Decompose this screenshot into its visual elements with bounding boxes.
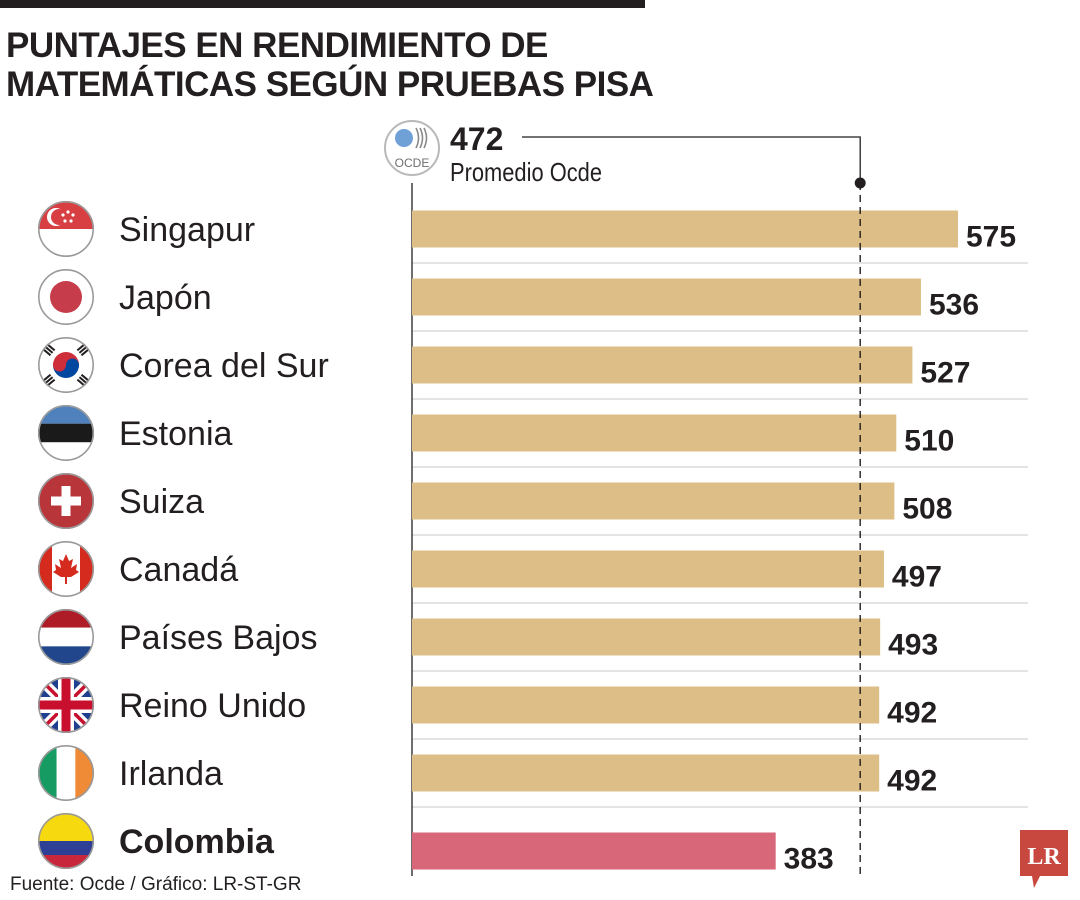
bar bbox=[412, 686, 880, 724]
value-label: 493 bbox=[888, 629, 938, 662]
country-label: Colombia bbox=[119, 823, 275, 861]
flag-border bbox=[37, 540, 95, 597]
bar bbox=[412, 414, 897, 452]
country-label: Países Bajos bbox=[119, 619, 317, 657]
country-label: Irlanda bbox=[119, 755, 223, 793]
value-label: 497 bbox=[892, 561, 942, 594]
value-label: 510 bbox=[904, 425, 954, 458]
flag-border bbox=[37, 404, 95, 461]
value-label: 492 bbox=[887, 697, 937, 730]
reference-leader-line bbox=[522, 136, 861, 178]
bar bbox=[412, 482, 895, 520]
country-label: Japón bbox=[119, 279, 212, 317]
bar bbox=[412, 618, 881, 656]
country-label: Canadá bbox=[119, 551, 238, 589]
bar bbox=[412, 550, 884, 588]
ireland-flag-icon bbox=[37, 744, 95, 801]
bar bbox=[412, 754, 880, 792]
flag-border bbox=[37, 744, 95, 801]
flag-border bbox=[37, 268, 95, 325]
chart-title-line-2: MATEMÁTICAS SEGÚN PRUEBAS PISA bbox=[6, 65, 654, 104]
flag-border bbox=[37, 608, 95, 665]
japan-flag-icon bbox=[37, 268, 95, 325]
colombia-flag-icon bbox=[37, 812, 95, 869]
canada-flag-icon bbox=[37, 540, 95, 597]
country-label: Corea del Sur bbox=[119, 347, 329, 385]
south-korea-flag-icon bbox=[37, 336, 95, 393]
value-label: 508 bbox=[902, 493, 952, 526]
value-label: 536 bbox=[929, 289, 979, 322]
united-kingdom-flag-icon bbox=[37, 676, 95, 733]
value-label: 527 bbox=[920, 357, 970, 390]
lr-logo-icon: LR bbox=[1020, 830, 1068, 888]
flag-border bbox=[37, 676, 95, 733]
flag-border bbox=[37, 336, 95, 393]
value-label: 575 bbox=[966, 221, 1016, 254]
reference-label: Promedio Ocde bbox=[450, 157, 602, 187]
singapore-flag-icon bbox=[37, 201, 95, 258]
country-label: Suiza bbox=[119, 483, 204, 521]
highlight-bar bbox=[412, 832, 776, 870]
netherlands-flag-icon bbox=[37, 608, 95, 665]
top-rule bbox=[0, 0, 645, 8]
flag-border bbox=[37, 201, 95, 258]
bar bbox=[412, 346, 913, 384]
switzerland-flag-icon bbox=[37, 472, 95, 529]
estonia-flag-icon bbox=[37, 404, 95, 461]
reference-value: 472 bbox=[450, 121, 503, 157]
ocde-logo-text: OCDE bbox=[395, 156, 430, 170]
value-label: 383 bbox=[784, 843, 834, 876]
source-note: Fuente: Ocde / Gráfico: LR-ST-GR bbox=[10, 874, 302, 895]
bar bbox=[412, 278, 921, 316]
reference-marker-dot bbox=[854, 177, 866, 189]
bar bbox=[412, 210, 958, 248]
ocde-logo-icon bbox=[384, 120, 440, 176]
chart-title-line-1: PUNTAJES EN RENDIMIENTO DE bbox=[6, 26, 548, 65]
lr-logo-text: LR bbox=[1027, 844, 1061, 870]
value-label: 492 bbox=[887, 765, 937, 798]
flag-border bbox=[37, 812, 95, 869]
country-label: Singapur bbox=[119, 211, 255, 249]
country-label: Reino Unido bbox=[119, 687, 306, 725]
country-label: Estonia bbox=[119, 415, 232, 453]
flag-border bbox=[37, 472, 95, 529]
